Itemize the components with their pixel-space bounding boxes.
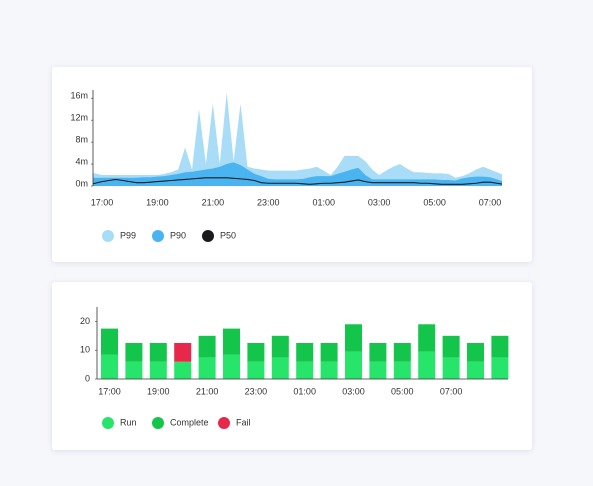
bar-segment: [247, 343, 265, 362]
bar-segment: [442, 335, 460, 358]
y-tick-label: 10: [80, 345, 90, 355]
bar-segment: [198, 335, 216, 358]
x-tick-label: 01:00: [312, 197, 335, 207]
legend-label: P99: [120, 230, 136, 240]
bar-segment: [149, 361, 167, 379]
x-tick-label: 17:00: [98, 386, 121, 396]
x-tick-label: 23:00: [245, 386, 268, 396]
x-tick-label: 19:00: [147, 386, 170, 396]
bar-segment: [393, 343, 411, 362]
bar-segment: [125, 361, 143, 379]
x-tick-label: 03:00: [342, 386, 365, 396]
area: [93, 162, 502, 186]
bar-segment: [491, 335, 509, 358]
x-tick-label: 07:00: [479, 197, 502, 207]
x-tick-label: 21:00: [196, 386, 219, 396]
bar-segment: [101, 328, 118, 355]
legend-label: P50: [220, 230, 236, 240]
legend-label: Fail: [236, 417, 251, 427]
bar-segment: [296, 343, 314, 362]
bar-segment: [345, 324, 362, 352]
y-tick-label: 16m: [70, 91, 88, 101]
y-tick-label: 12m: [70, 113, 88, 123]
y-tick-label: 0m: [75, 178, 88, 188]
legend-marker: [152, 230, 164, 242]
bar-segment: [223, 354, 240, 379]
x-tick-label: 03:00: [368, 197, 391, 207]
card: [52, 67, 532, 262]
y-tick-label: 0: [85, 373, 90, 383]
bar-segment: [101, 354, 118, 379]
bar-segment: [296, 361, 314, 379]
bar-segment: [320, 343, 338, 362]
card: [52, 282, 532, 450]
x-tick-label: 17:00: [91, 197, 114, 207]
legend-marker: [102, 417, 114, 429]
bar-segment: [345, 351, 362, 379]
legend-marker: [152, 417, 164, 429]
bar-segment: [418, 351, 436, 379]
legend-marker: [218, 417, 230, 429]
bar-segment: [271, 335, 289, 358]
y-tick-label: 4m: [75, 156, 88, 166]
x-tick-label: 05:00: [391, 386, 414, 396]
legend-label: Run: [120, 417, 137, 427]
plot-area: [93, 92, 502, 186]
x-tick-label: 07:00: [440, 386, 463, 396]
bar-segment: [442, 357, 460, 379]
bar-segment: [393, 361, 411, 379]
bar-segment: [320, 361, 338, 379]
bar-segment: [369, 343, 387, 362]
x-tick-label: 21:00: [202, 197, 225, 207]
bar-segment: [174, 343, 192, 362]
bar-segment: [491, 357, 509, 379]
bar-segment: [467, 361, 484, 379]
legend-marker: [102, 230, 114, 242]
bar-segment: [174, 361, 192, 379]
x-tick-label: 23:00: [257, 197, 280, 207]
x-tick-label: 05:00: [423, 197, 446, 207]
bar-segment: [271, 357, 289, 379]
bar-segment: [149, 343, 167, 362]
legend-marker: [202, 230, 214, 242]
y-tick-label: 8m: [75, 134, 88, 144]
chart-layer: 0m 4m 8m 12m 16m 17:00 19:00 21:00 23:00 01:00 03:…: [70, 90, 509, 429]
bar-segment: [369, 361, 387, 379]
bar-segment: [247, 361, 265, 379]
y-tick-label: 20: [80, 316, 90, 326]
line: [93, 177, 502, 185]
legend-label: Complete: [170, 417, 209, 427]
bar-segment: [198, 357, 216, 379]
bar-segment: [467, 343, 484, 362]
bar-segment: [125, 343, 143, 362]
bar-segment: [223, 328, 240, 355]
x-tick-label: 19:00: [146, 197, 169, 207]
x-tick-label: 01:00: [293, 386, 316, 396]
bar-segment: [418, 324, 436, 352]
area: [93, 92, 502, 186]
legend-label: P90: [170, 230, 186, 240]
